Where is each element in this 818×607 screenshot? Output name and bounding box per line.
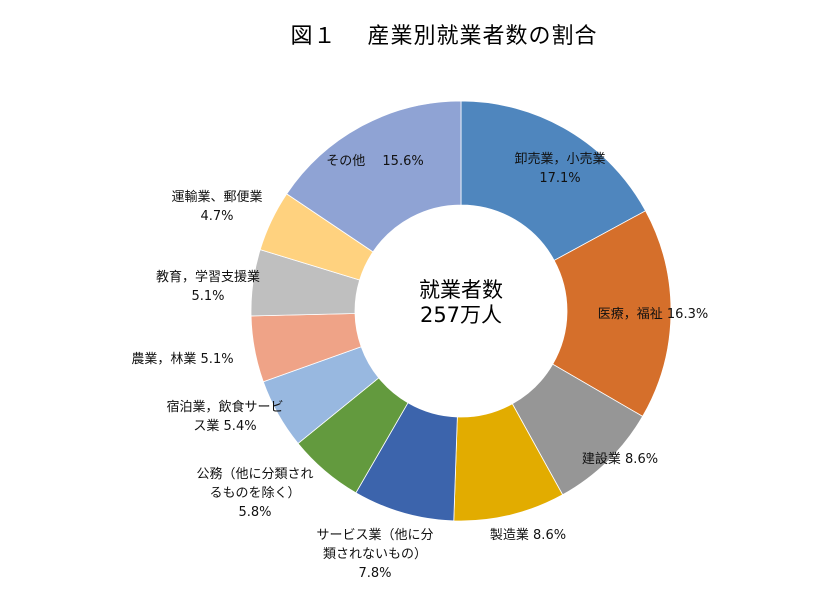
label-value: 4.7% (200, 209, 234, 224)
label-medical-welfare: 医療，福祉 16.3% (583, 305, 723, 324)
label-construction: 建設業 8.6% (570, 450, 670, 469)
label-text: るものを除く） (209, 486, 301, 501)
donut-segment (286, 100, 462, 253)
center-label: 就業者数 257万人 (381, 278, 541, 328)
label-text: 宿泊業，飲食サービ (166, 400, 284, 415)
label-accommodation-food: 宿泊業，飲食サービ ス業 5.4% (150, 398, 300, 436)
label-wholesale-retail: 卸売業，小売業 17.1% (500, 150, 620, 188)
label-value: 5.1% (191, 289, 225, 304)
label-text: 製造業 8.6% (489, 528, 567, 543)
label-text: ス業 5.4% (193, 419, 257, 434)
center-label-line2: 257万人 (419, 303, 503, 327)
label-text: 類されないもの） (322, 547, 427, 562)
label-text: その他 15.6% (326, 154, 424, 169)
label-value: 17.1% (539, 171, 581, 186)
label-public-service: 公務（他に分類され るものを除く） 5.8% (180, 465, 330, 522)
label-text: 卸売業，小売業 (514, 152, 606, 167)
label-value: 5.8% (238, 505, 272, 520)
label-text: 公務（他に分類され (196, 467, 314, 482)
donut-segment (552, 210, 672, 417)
label-text: 教育，学習支援業 (155, 270, 260, 285)
label-other: その他 15.6% (310, 152, 440, 171)
label-text: 建設業 8.6% (581, 452, 659, 467)
label-education: 教育，学習支援業 5.1% (138, 268, 278, 306)
label-manufacturing: 製造業 8.6% (478, 526, 578, 545)
center-label-line1: 就業者数 (419, 278, 503, 302)
label-text: 医療，福祉 16.3% (597, 307, 709, 322)
label-transport-postal: 運輸業、郵便業 4.7% (152, 188, 282, 226)
label-text: 運輸業、郵便業 (171, 190, 263, 205)
label-value: 7.8% (358, 566, 392, 581)
donut-segment (460, 100, 647, 261)
label-agriculture-forestry: 農業，林業 5.1% (110, 350, 255, 369)
chart-title: 図１ 産業別就業者数の割合 (290, 24, 598, 49)
label-text: 農業，林業 5.1% (131, 352, 234, 367)
label-text: サービス業（他に分 (316, 528, 434, 543)
label-services: サービス業（他に分 類されないもの） 7.8% (305, 526, 445, 583)
